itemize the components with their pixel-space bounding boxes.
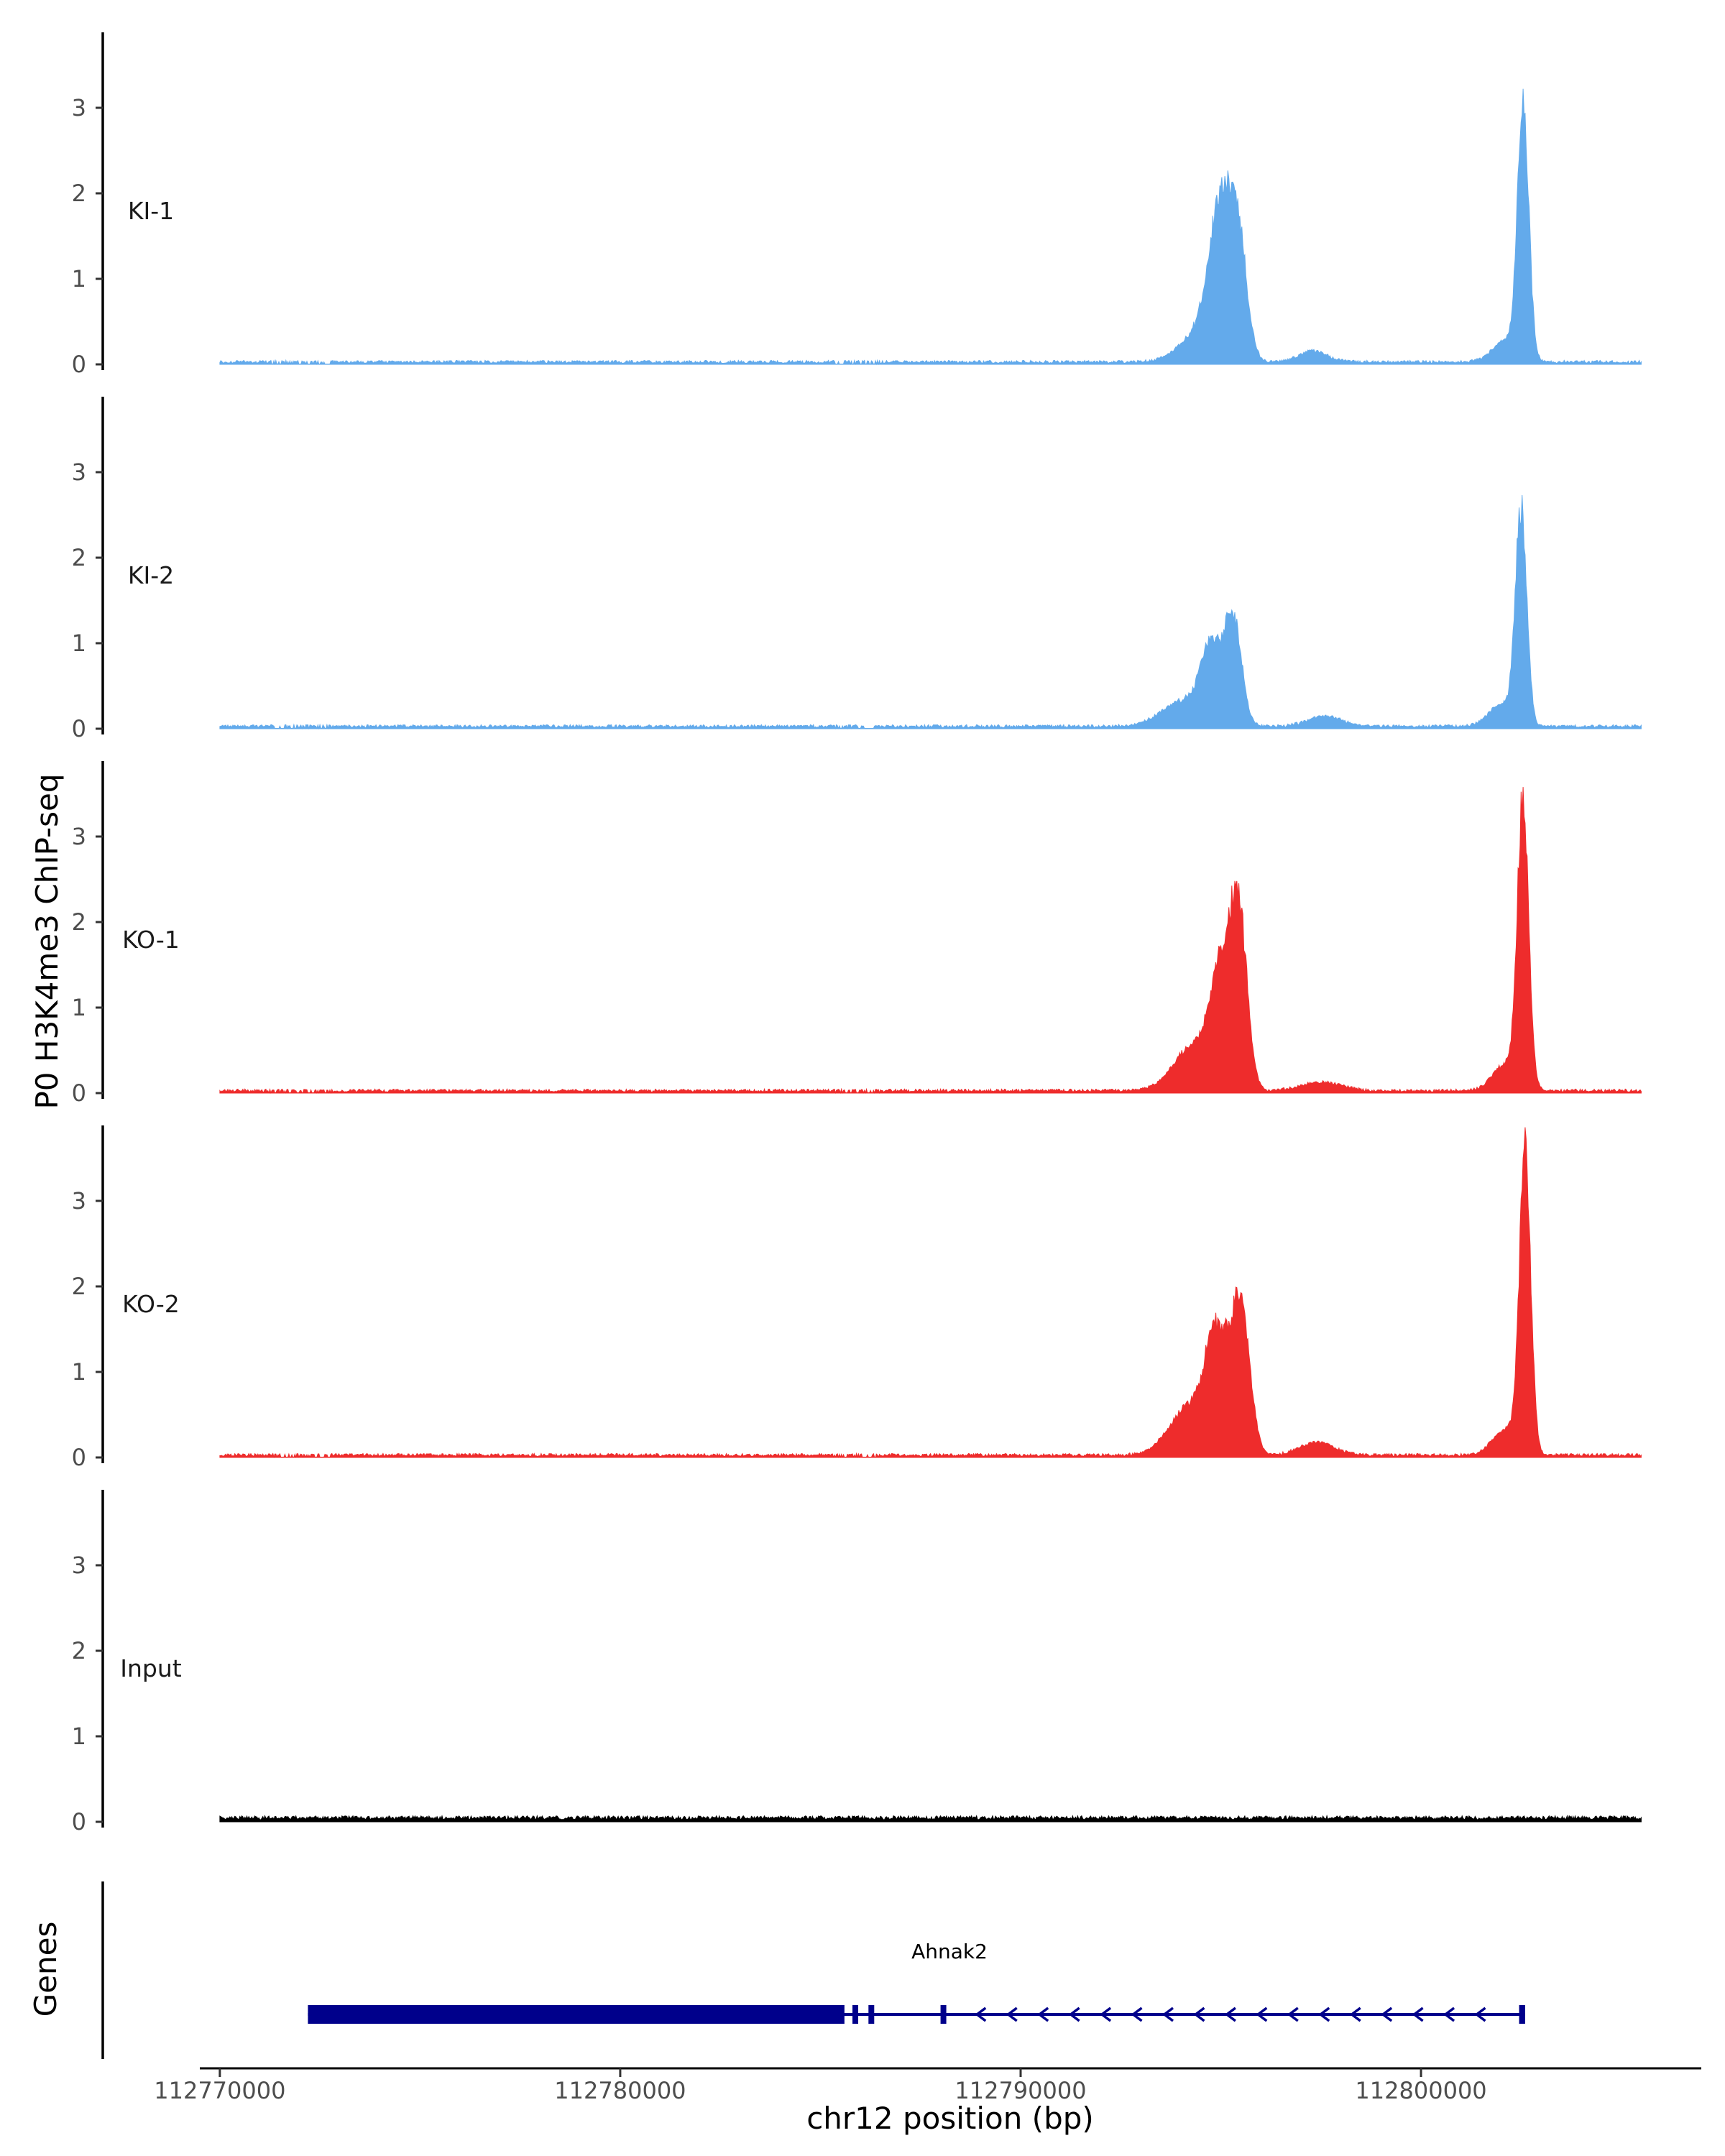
signal-area (219, 494, 1642, 730)
y-tick-label: 1 (72, 1723, 86, 1750)
strand-arrow (1349, 2007, 1361, 2022)
x-axis: 112770000 112780000 112790000 112800000 chr… (154, 2067, 1701, 2136)
genes-axis-title: Genes (28, 1922, 63, 2017)
x-axis-title: chr12 position (bp) (806, 2101, 1094, 2136)
gene-exon (1519, 2005, 1525, 2024)
strand-arrow (1381, 2007, 1393, 2022)
x-tick-label: 112800000 (1355, 2077, 1486, 2104)
gene-exon (852, 2005, 859, 2024)
y-tick-label: 1 (72, 630, 86, 657)
strand-arrow (1287, 2007, 1299, 2022)
y-tick-label: 3 (72, 823, 86, 850)
strand-arrow (1037, 2007, 1049, 2022)
gene-model (308, 2005, 1525, 2024)
track-ki-1: 0 1 2 3 KI-1 (72, 32, 1642, 378)
strand-arrow (1100, 2007, 1112, 2022)
signal-area (219, 1814, 1642, 1823)
x-tick-label: 112770000 (154, 2077, 285, 2104)
gene-panel: Genes Ahnak2 (28, 1881, 1525, 2059)
x-ticks: 112770000 112780000 112790000 112800000 (154, 2068, 1487, 2104)
y-tick-label: 0 (72, 715, 86, 742)
strand-arrow (1256, 2007, 1268, 2022)
track-ko-1: 0 1 2 3 KO-1 (72, 761, 1642, 1107)
track-label: KI-2 (128, 561, 174, 589)
signal-tracks: 0 1 2 3 KI-1 0 1 2 3 KI-2 0 1 2 3 KO-1 0 1 2 3 KO-2 0 1 2 3 Inpu… (72, 32, 1642, 1835)
y-tick-label: 3 (72, 459, 86, 486)
y-axis-title: P0 H3K4me3 ChIP-seq (29, 773, 65, 1109)
strand-arrow (1412, 2007, 1424, 2022)
y-tick-label: 2 (72, 180, 86, 207)
track-label: KO-2 (122, 1290, 180, 1318)
strand-arrow (1006, 2007, 1018, 2022)
track-ko-2: 0 1 2 3 KO-2 (72, 1125, 1642, 1471)
track-label: Input (120, 1654, 182, 1682)
y-tick-label: 2 (72, 544, 86, 571)
y-tick-label: 2 (72, 1273, 86, 1300)
track-input: 0 1 2 3 Input (72, 1490, 1642, 1835)
gene-exon (868, 2005, 875, 2024)
y-tick-label: 3 (72, 1187, 86, 1215)
strand-arrow (1193, 2007, 1205, 2022)
strand-arrow (1068, 2007, 1080, 2022)
strand-arrow (1162, 2007, 1174, 2022)
signal-area (219, 787, 1642, 1095)
y-tick-label: 2 (72, 908, 86, 936)
strand-arrow (975, 2007, 987, 2022)
y-tick-label: 1 (72, 265, 86, 292)
y-tick-label: 2 (72, 1637, 86, 1664)
y-tick-label: 0 (72, 1079, 86, 1107)
y-tick-label: 1 (72, 994, 86, 1021)
x-tick-label: 112780000 (554, 2077, 686, 2104)
gene-exon (940, 2005, 947, 2024)
strand-arrow (1224, 2007, 1236, 2022)
gene-name-label: Ahnak2 (911, 1940, 988, 1963)
y-tick-label: 3 (72, 94, 86, 121)
strand-arrow (1474, 2007, 1486, 2022)
strand-arrow (1318, 2007, 1330, 2022)
track-label: KO-1 (122, 926, 180, 954)
y-tick-label: 0 (72, 1808, 86, 1835)
signal-area (219, 1127, 1642, 1459)
strand-arrow (1131, 2007, 1143, 2022)
gene-exon (308, 2005, 845, 2024)
track-label: KI-1 (128, 197, 174, 225)
track-ki-2: 0 1 2 3 KI-2 (72, 397, 1642, 742)
strand-arrow (1443, 2007, 1455, 2022)
signal-area (219, 88, 1642, 366)
y-tick-label: 1 (72, 1358, 86, 1386)
y-tick-label: 0 (72, 351, 86, 378)
y-tick-label: 0 (72, 1444, 86, 1471)
y-tick-label: 3 (72, 1552, 86, 1579)
x-tick-label: 112790000 (954, 2077, 1086, 2104)
